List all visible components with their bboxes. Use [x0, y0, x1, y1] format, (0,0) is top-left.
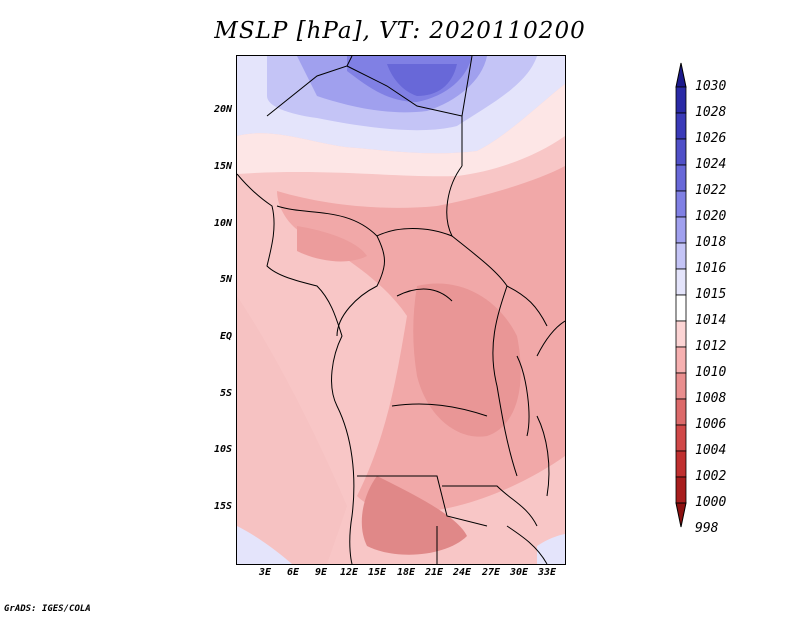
colorbar-label: 1008 [695, 391, 727, 406]
colorbar-top-arrow [675, 62, 687, 88]
field-1022 [387, 64, 457, 96]
lat-label: 15N [213, 161, 232, 172]
field-1008-b [361, 476, 467, 555]
colorbar-swatch [675, 190, 687, 218]
colorbar-label: 1002 [695, 469, 727, 484]
colorbar-label: 1018 [695, 235, 727, 250]
colorbar-label: 1022 [695, 183, 727, 198]
colorbar-swatch [675, 372, 687, 400]
colorbar-swatch [675, 346, 687, 374]
colorbar-label: 1026 [695, 131, 727, 146]
colorbar-swatch [675, 86, 687, 114]
lon-label: 12E [339, 567, 359, 578]
colorbar-swatch [675, 164, 687, 192]
lon-label: 30E [509, 567, 529, 578]
colorbar-label: 1015 [695, 287, 727, 302]
colorbar-swatch [675, 268, 687, 296]
lat-label: EQ [219, 331, 232, 342]
lon-label: 9E [314, 567, 328, 578]
chart-title: MSLP [hPa], VT: 2020110200 [214, 18, 586, 44]
colorbar-swatch [675, 476, 687, 504]
colorbar-label: 1030 [695, 79, 727, 94]
colorbar-label: 1016 [695, 261, 727, 276]
lon-label: 33E [537, 567, 557, 578]
lat-label: 10S [213, 444, 232, 455]
colorbar-swatch [675, 216, 687, 244]
colorbar-label: 1004 [695, 443, 727, 458]
colorbar-label: 1010 [695, 365, 727, 380]
colorbar-label: 1006 [695, 417, 727, 432]
boundaries [237, 56, 565, 564]
colorbar-swatch [675, 320, 687, 348]
colorbar-label: 1000 [695, 495, 727, 510]
lon-label: 24E [452, 567, 472, 578]
field-sw-high [237, 526, 292, 564]
field-se-high [537, 534, 565, 564]
colorbar-bottom-arrow [675, 502, 687, 528]
lon-label: 6E [286, 567, 300, 578]
colorbar-label: 1024 [695, 157, 727, 172]
colorbar-label: 998 [695, 521, 719, 536]
pressure-field [237, 56, 565, 564]
lat-label: 10N [213, 218, 232, 229]
colorbar-swatch [675, 398, 687, 426]
lon-label: 15E [367, 567, 387, 578]
credit-text: GrADS: IGES/COLA [4, 604, 91, 614]
colorbar-swatch [675, 112, 687, 140]
colorbar-swatch [675, 294, 687, 322]
field-1012 [237, 296, 347, 564]
lat-label: 20N [213, 104, 232, 115]
field-1008-a [413, 283, 521, 437]
lon-label: 21E [424, 567, 444, 578]
map-area [236, 55, 566, 565]
field-1008-c [297, 226, 367, 262]
field-1014 [237, 84, 565, 177]
colorbar-swatch [675, 138, 687, 166]
colorbar-label: 1020 [695, 209, 727, 224]
lat-label: 15S [213, 501, 232, 512]
colorbar-label: 1012 [695, 339, 727, 354]
colorbar-swatch [675, 450, 687, 478]
colorbar-swatch [675, 242, 687, 270]
lon-label: 27E [481, 567, 501, 578]
colorbar-label: 1014 [695, 313, 727, 328]
lon-label: 18E [396, 567, 416, 578]
colorbar-swatch [675, 424, 687, 452]
lat-label: 5S [219, 388, 232, 399]
lat-label: 5N [219, 274, 232, 285]
lon-label: 3E [258, 567, 272, 578]
colorbar-label: 1028 [695, 105, 727, 120]
